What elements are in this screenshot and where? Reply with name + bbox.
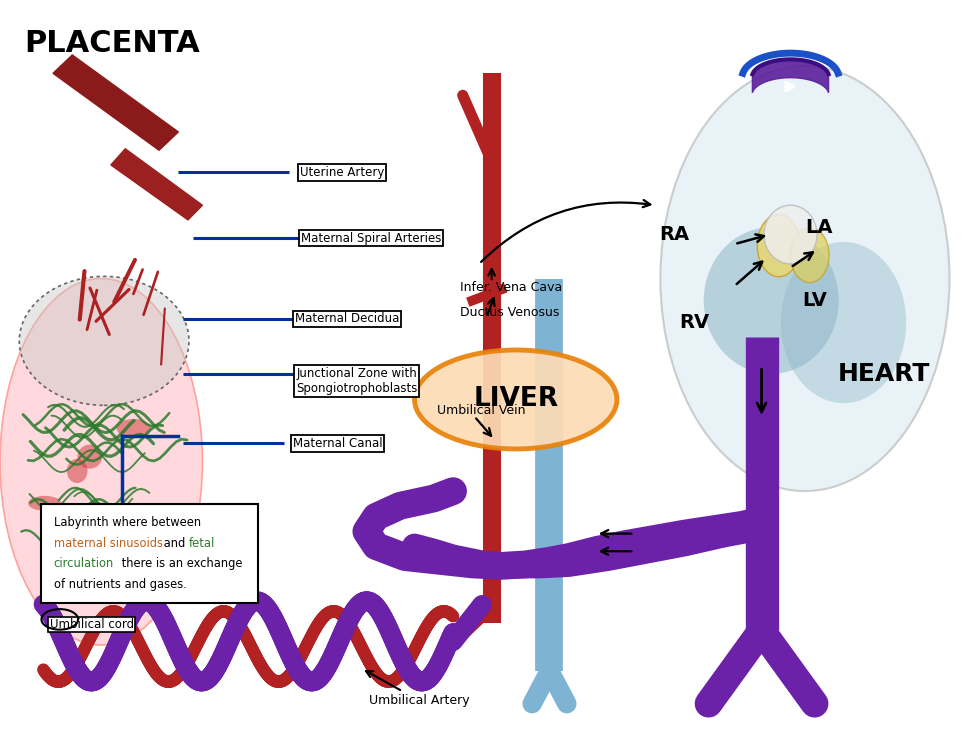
- Text: RV: RV: [679, 313, 710, 332]
- Text: maternal sinusoids: maternal sinusoids: [54, 537, 163, 550]
- Ellipse shape: [763, 205, 817, 264]
- Text: and: and: [159, 537, 188, 550]
- Ellipse shape: [704, 227, 839, 374]
- Circle shape: [19, 276, 189, 405]
- Ellipse shape: [0, 279, 202, 645]
- Ellipse shape: [415, 350, 617, 449]
- Text: of nutrients and gases.: of nutrients and gases.: [54, 578, 186, 591]
- Text: RA: RA: [659, 225, 690, 244]
- Text: LIVER: LIVER: [473, 386, 558, 413]
- Ellipse shape: [117, 419, 150, 438]
- Text: Uterine Artery: Uterine Artery: [300, 166, 385, 179]
- Text: Labyrinth where between: Labyrinth where between: [54, 516, 201, 529]
- Ellipse shape: [67, 459, 88, 483]
- Text: Umbilical Artery: Umbilical Artery: [366, 671, 469, 707]
- Text: LV: LV: [802, 291, 827, 310]
- Polygon shape: [53, 55, 178, 150]
- Ellipse shape: [40, 504, 69, 528]
- Ellipse shape: [781, 242, 906, 403]
- Text: Ductus Venosus: Ductus Venosus: [460, 306, 559, 320]
- Text: circulation: circulation: [54, 557, 114, 570]
- Text: Umbilical Vein: Umbilical Vein: [437, 404, 525, 417]
- Text: Maternal Spiral Arteries: Maternal Spiral Arteries: [301, 232, 442, 245]
- Text: PLACENTA: PLACENTA: [24, 29, 200, 59]
- Ellipse shape: [52, 518, 77, 540]
- Text: Junctional Zone with
Spongiotrophoblasts: Junctional Zone with Spongiotrophoblasts: [296, 367, 417, 395]
- Text: Umbilical cord: Umbilical cord: [49, 618, 134, 631]
- Ellipse shape: [660, 66, 950, 491]
- Ellipse shape: [790, 227, 829, 283]
- Text: Maternal Decidua: Maternal Decidua: [295, 312, 399, 325]
- Text: there is an exchange: there is an exchange: [118, 557, 243, 570]
- Text: fetal: fetal: [189, 537, 215, 550]
- Ellipse shape: [28, 496, 62, 511]
- Ellipse shape: [77, 445, 102, 468]
- Ellipse shape: [758, 214, 801, 276]
- Polygon shape: [752, 59, 829, 92]
- Text: Infer. Vena Cava: Infer. Vena Cava: [460, 281, 562, 294]
- Text: LA: LA: [806, 218, 833, 237]
- Text: HEART: HEART: [838, 362, 930, 386]
- Text: Maternal Canal: Maternal Canal: [293, 437, 382, 450]
- FancyBboxPatch shape: [40, 504, 258, 603]
- Polygon shape: [111, 149, 202, 220]
